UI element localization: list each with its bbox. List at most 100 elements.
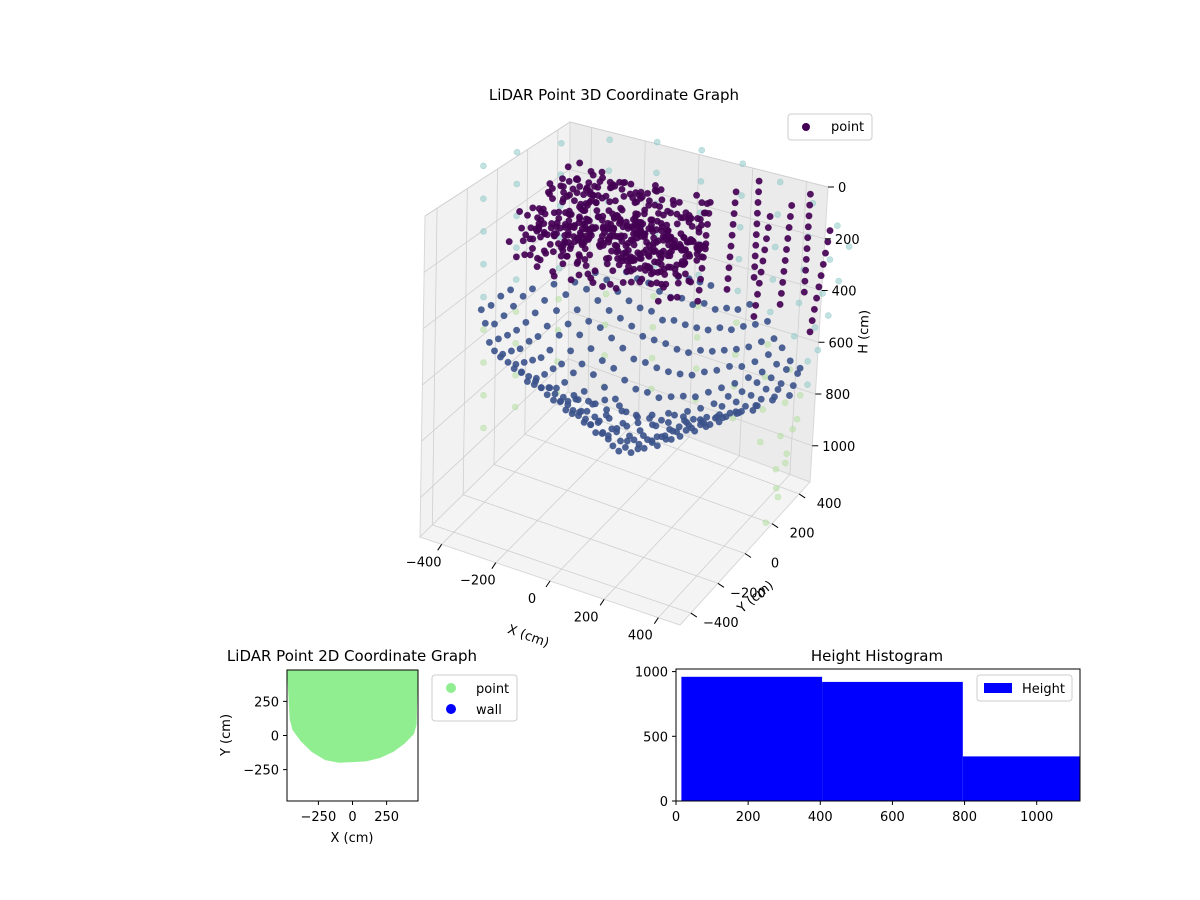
plot3d-point-ceiling: [703, 200, 711, 208]
plot3d-legend-label: point: [831, 120, 864, 135]
plot3d-point-floor: [592, 429, 600, 437]
plot3d-ytick: [744, 553, 752, 558]
plot3d-gridline-z-side: [423, 169, 570, 273]
plot3d-point-ceiling: [536, 256, 544, 264]
plot3d-point-ceiling: [638, 193, 646, 201]
plot3d-point-floor: [561, 378, 569, 386]
plot3d-point-ceiling: [607, 183, 615, 191]
plot3d-point-wall: [780, 267, 788, 275]
plot3d-point-ring: [605, 167, 613, 174]
plot3d-point-wall: [777, 289, 785, 297]
plot3d-point-floor: [509, 302, 517, 310]
plot3d-point-floor: [778, 344, 786, 352]
plot3d-point-ring: [480, 424, 487, 432]
hist-title: Height Histogram: [811, 647, 943, 665]
plot3d-ztick-label: 0: [838, 181, 846, 196]
plot3d-point-ring: [555, 264, 563, 272]
plot3d-point-floor: [497, 292, 505, 300]
plot3d-point-ceiling: [619, 278, 627, 286]
plot3d-point-floor: [667, 435, 675, 443]
plot3d-point-wall: [819, 260, 827, 268]
plot3d-point-floor: [762, 385, 770, 393]
plot3d-point-ring: [648, 354, 656, 362]
plot3d-point-ceiling: [582, 262, 590, 270]
plot3d-point-ceiling: [610, 232, 618, 240]
plot3d-point-ring: [480, 162, 487, 170]
plot3d-point-floor: [737, 407, 745, 415]
plot3d-point-ceiling: [667, 247, 675, 255]
plot3d-gridline-z-back: [568, 358, 813, 447]
plot3d-point-ceiling: [624, 246, 632, 254]
plot3d-xtick: [545, 580, 551, 588]
plot3d-point-floor: [641, 358, 649, 366]
plot3d-point-ceiling: [606, 198, 614, 206]
plot3d-point-floor: [605, 414, 613, 422]
plot3d-point-floor: [625, 432, 633, 440]
plot3d-point-wall: [750, 273, 758, 281]
plot3d-point-floor: [543, 322, 551, 330]
plot3d-point-floor: [757, 395, 765, 403]
plot3d-point-ceiling: [657, 261, 665, 269]
plot3d-point-floor: [611, 395, 619, 403]
plot3d-point-floor: [546, 384, 554, 392]
plot3d-point-wall: [815, 283, 823, 291]
plot3d-point-ceiling: [548, 195, 556, 203]
plot3d-point-ceiling: [541, 210, 549, 218]
plot2d-ytick-label: 0: [271, 730, 279, 745]
plot3d-point-floor: [716, 324, 724, 332]
plot3d-point-ceiling: [629, 224, 637, 232]
plot3d-point-floor: [589, 400, 597, 408]
plot3d-point-floor: [587, 345, 595, 353]
hist-bar: [822, 681, 963, 801]
plot3d-point-floor: [700, 368, 708, 376]
plot3d-point-ceiling: [658, 196, 666, 204]
plot3d-point-ring: [653, 169, 660, 177]
plot3d-point-floor: [770, 393, 778, 401]
plot3d-point-ring: [766, 308, 774, 316]
plot3d-point-ring: [771, 243, 779, 251]
plot3d-point-ring: [513, 180, 521, 188]
plot3d-point-ceiling: [653, 279, 661, 287]
plot3d-zlabel: H (cm): [856, 310, 873, 354]
plot3d-point-ring: [774, 493, 782, 501]
plot3d-point-wall: [729, 220, 737, 228]
plot3d-point-floor: [599, 428, 607, 436]
plot3d-point-ring: [814, 346, 822, 354]
plot2d-xtick-label: 250: [374, 810, 399, 825]
plot3d-point-ceiling: [657, 186, 665, 194]
plot3d-point-wall: [752, 301, 760, 309]
plot3d-point-wall: [803, 245, 811, 253]
plot3d-point-floor: [632, 411, 640, 419]
plot3d-point-floor: [562, 291, 570, 299]
plot3d-point-ceiling: [533, 263, 541, 271]
plot3d-point-ceiling: [521, 251, 529, 259]
plot3d-point-floor: [746, 300, 754, 308]
plot3d-point-floor: [796, 364, 804, 372]
plot3d-point-wall: [753, 290, 761, 298]
plot3d-point-floor: [632, 385, 640, 393]
plot3d-point-ring: [480, 228, 487, 235]
plot3d-point-floor: [763, 317, 771, 325]
plot3d-point-floor: [595, 417, 603, 425]
plot3d-point-ring: [781, 399, 789, 407]
plot3d-point-floor: [604, 432, 612, 440]
plot3d-point-ceiling: [565, 177, 573, 185]
plot3d-point-ring: [512, 339, 520, 347]
plot3d-point-floor: [726, 409, 734, 417]
plot3d-point-ceiling: [638, 275, 646, 283]
plot3d-point-ceiling: [567, 276, 575, 284]
plot3d-point-ceiling: [580, 191, 588, 199]
plot3d-point-ring: [790, 332, 798, 340]
plot3d-point-floor: [549, 396, 557, 404]
plot3d-point-ceiling: [652, 238, 660, 246]
plot3d-point-floor: [703, 413, 711, 421]
plot3d-point-floor: [652, 422, 660, 430]
plot3d-point-ring: [480, 195, 487, 202]
plot3d-point-ring: [480, 260, 487, 268]
plot3d-point-ceiling: [661, 270, 669, 278]
plot3d-point-ring: [734, 287, 742, 295]
plot3d-point-floor: [513, 326, 521, 334]
hist-xtick-label: 200: [736, 810, 761, 825]
plot3d-point-floor: [570, 391, 578, 399]
plot3d-point-floor: [720, 346, 728, 354]
